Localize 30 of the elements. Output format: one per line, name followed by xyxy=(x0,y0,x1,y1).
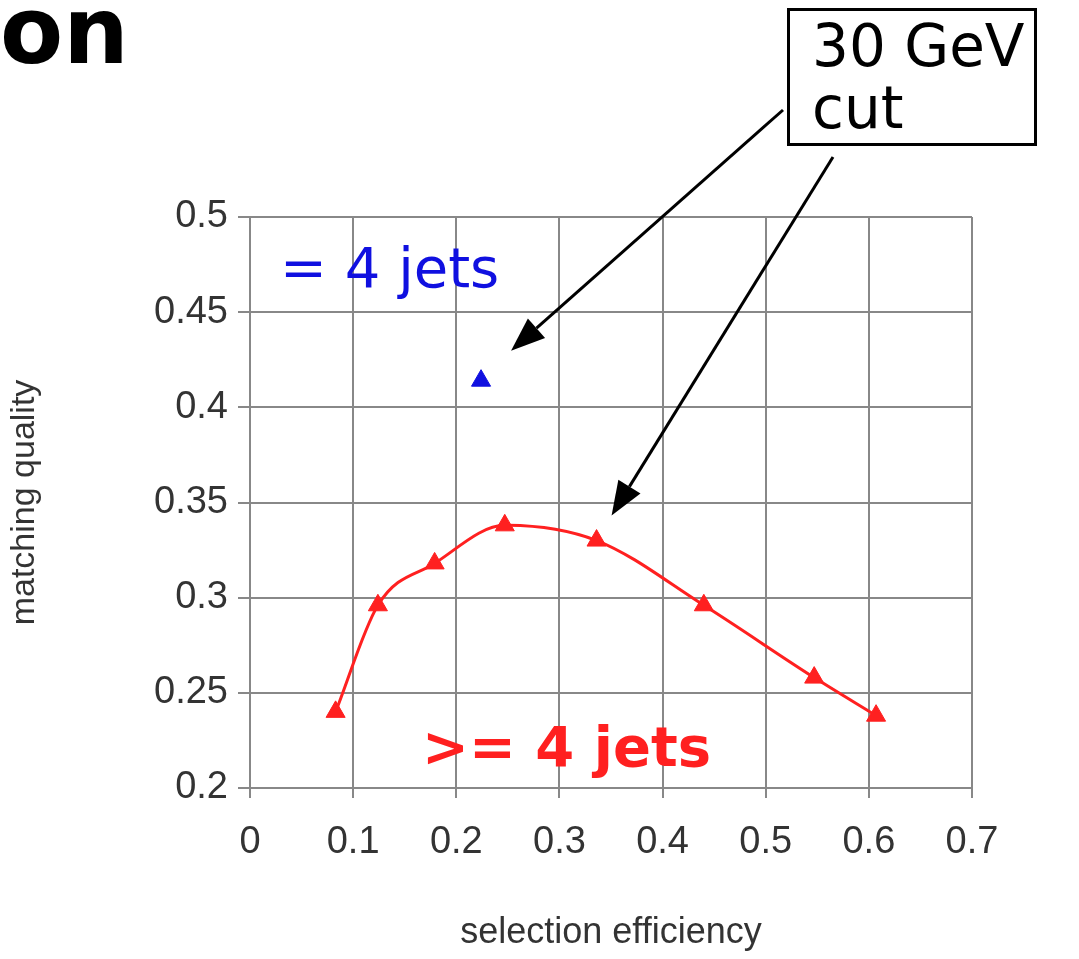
x-tick-label: 0.5 xyxy=(739,819,793,862)
point xyxy=(494,513,515,532)
point xyxy=(471,369,492,387)
x-axis-title: selection efficiency xyxy=(460,910,762,952)
point xyxy=(586,529,607,547)
x-tick-label: 0.7 xyxy=(945,819,999,862)
x-tick-label: 0.3 xyxy=(533,819,586,862)
y-tick-label: 0.2 xyxy=(175,764,228,807)
point xyxy=(804,666,825,684)
y-tick-label: 0.3 xyxy=(175,574,228,617)
point xyxy=(367,593,388,612)
text: 30 GeV cut xyxy=(787,8,1037,146)
x-tick-label: 0.4 xyxy=(636,819,689,862)
series-label: = 4 jets xyxy=(280,235,500,300)
y-axis-title: matching quality xyxy=(2,379,41,626)
point xyxy=(424,551,445,570)
y-tick-label: 0.25 xyxy=(154,669,228,712)
y-tick-label: 0.5 xyxy=(175,193,228,236)
series-label: >= 4 jets xyxy=(422,714,712,779)
point xyxy=(693,593,714,612)
y-tick-label: 0.45 xyxy=(154,288,228,331)
x-tick-label: 0 xyxy=(239,819,261,862)
point xyxy=(325,700,346,718)
x-tick-label: 0.2 xyxy=(429,819,483,862)
y-tick-label: 0.4 xyxy=(175,383,228,426)
y-tick-label: 0.35 xyxy=(154,478,228,521)
x-tick-label: 0.6 xyxy=(842,819,896,862)
chart-title: on xyxy=(0,0,129,85)
x-tick-label: 0.1 xyxy=(326,819,380,862)
point xyxy=(866,704,887,722)
